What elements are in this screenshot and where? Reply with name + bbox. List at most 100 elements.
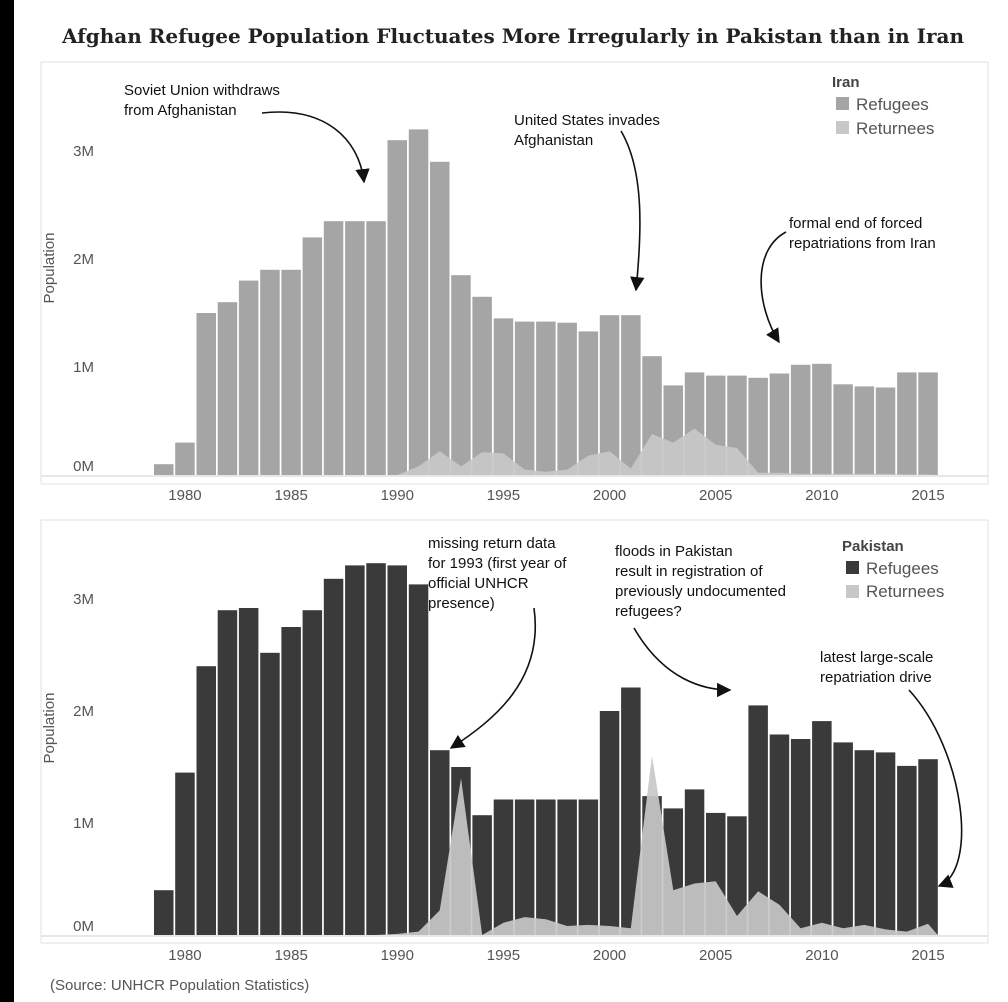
panel-iran-annotation-2-line: formal end of forced xyxy=(789,215,922,232)
panel-iran-refugee-bar-2008 xyxy=(769,373,790,475)
panel-pakistan-legend-label-refugees: Refugees xyxy=(866,559,939,578)
panel-pakistan-refugee-bar-1990 xyxy=(387,565,407,935)
panel-pakistan-ytick-label: 0M xyxy=(73,918,94,935)
panel-pakistan-xtick-label: 1995 xyxy=(487,947,520,964)
panel-iran-legend-label-refugees: Refugees xyxy=(856,95,929,114)
panel-iran-refugee-bar-2012 xyxy=(854,386,875,475)
panel-pakistan-group: 0M 1M 2M 3M Population 1980 1985 1990 1995 2000 20… xyxy=(40,519,989,964)
panel-iran-refugee-bar-1988 xyxy=(345,221,365,475)
panel-iran-annotation-1-line: United States invades xyxy=(514,112,660,129)
panel-iran-xtick-label: 2000 xyxy=(593,487,626,504)
panel-iran-refugee-bar-1990 xyxy=(387,140,407,475)
panel-iran-refugee-bar-2001 xyxy=(621,315,641,475)
panel-pakistan-annotation-1-line: floods in Pakistan xyxy=(615,543,733,560)
panel-iran-refugee-bar-2009 xyxy=(790,364,811,475)
panel-pakistan-annotation-1-line: previously undocumented xyxy=(615,583,786,600)
panel-pakistan-refugee-bar-2011 xyxy=(833,742,853,935)
panel-iran-ytick-label: 2M xyxy=(73,251,94,268)
panel-pakistan-refugee-bar-2015 xyxy=(918,759,938,935)
panel-pakistan-ytick-label: 3M xyxy=(73,591,94,608)
panel-pakistan-annotation-0-arrow xyxy=(449,607,537,749)
panel-iran-refugee-bar-1984 xyxy=(260,269,280,475)
panel-iran-refugee-bar-1993 xyxy=(451,275,471,475)
panel-pakistan-refugee-bar-1995 xyxy=(493,799,514,935)
panel-pakistan-annotation-2-line: repatriation drive xyxy=(820,669,932,686)
panel-iran-refugee-bar-2000 xyxy=(599,315,620,475)
panel-pakistan-refugee-bar-2010 xyxy=(812,721,832,935)
chart-canvas: 0M 1M 2M 3M Population 1980 1985 1990 1995 2000 20… xyxy=(40,61,989,964)
panel-pakistan-annotation-0-line: for 1993 (first year of xyxy=(428,555,567,572)
panel-iran-refugee-bar-2007 xyxy=(748,377,768,475)
panel-iran-xtick-label: 1980 xyxy=(168,487,201,504)
panel-iran-returnees-area xyxy=(154,428,938,475)
panel-pakistan-refugee-bar-2012 xyxy=(854,750,875,935)
panel-pakistan-refugee-bar-1983 xyxy=(238,608,259,935)
panel-pakistan-refugee-bar-1998 xyxy=(557,799,577,935)
panel-iran-annotation-2-line: repatriations from Iran xyxy=(789,235,936,252)
panel-iran-legend-label-returnees: Returnees xyxy=(856,119,934,138)
panel-iran-annotation-0-arrow xyxy=(261,111,370,184)
panel-iran-refugee-bar-1994 xyxy=(472,296,492,475)
panel-pakistan-refugee-bar-1981 xyxy=(196,666,216,935)
panel-pakistan-xtick-label: 1985 xyxy=(274,947,307,964)
panel-pakistan-annotation-2-arrow xyxy=(908,689,963,888)
panel-iran-y-axis-label: Population xyxy=(41,233,58,304)
panel-pakistan-legend-label-returnees: Returnees xyxy=(866,582,944,601)
panel-pakistan-refugee-bar-2014 xyxy=(897,765,917,935)
panel-iran-xtick-label: 2005 xyxy=(699,487,732,504)
panel-iran-refugee-bar-1987 xyxy=(323,221,344,475)
panel-iran-annotation-1-arrow xyxy=(620,130,645,292)
panel-iran-xtick-label: 2010 xyxy=(805,487,838,504)
panel-iran-refugee-bar-1991 xyxy=(408,129,429,475)
panel-pakistan-xtick-label: 2005 xyxy=(699,947,732,964)
panel-iran-refugee-bar-1989 xyxy=(366,221,386,475)
panel-pakistan-refugee-bar-1987 xyxy=(323,578,344,935)
panel-iran-xtick-label: 1995 xyxy=(487,487,520,504)
panel-iran-ytick-label: 0M xyxy=(73,458,94,475)
panel-pakistan-refugee-bar-1991 xyxy=(408,584,429,935)
panel-iran-ytick-label: 1M xyxy=(73,359,94,376)
panel-pakistan-annotation-0-line: official UNHCR xyxy=(428,575,529,592)
panel-iran-group: 0M 1M 2M 3M Population 1980 1985 1990 1995 2000 20… xyxy=(40,61,989,504)
panel-pakistan-refugee-bar-1988 xyxy=(345,565,365,935)
panel-pakistan-annotation-0-line: missing return data xyxy=(428,535,556,552)
panel-pakistan-refugee-bar-1985 xyxy=(281,627,301,935)
panel-pakistan-legend-title: Pakistan xyxy=(842,538,904,555)
panel-iran-refugee-bar-1981 xyxy=(196,313,216,475)
panel-pakistan-xtick-label: 1990 xyxy=(381,947,414,964)
panel-pakistan-xtick-label: 2010 xyxy=(805,947,838,964)
panel-iran-refugee-bar-1998 xyxy=(557,322,577,475)
panel-iran-refugee-bar-1983 xyxy=(238,280,259,475)
panel-pakistan-frame xyxy=(40,519,989,944)
panel-iran-annotation-1-line: Afghanistan xyxy=(514,132,593,149)
panel-iran-refugee-bar-2015 xyxy=(918,372,938,475)
panel-iran-legend-title: Iran xyxy=(832,74,860,91)
panel-pakistan-xtick-label: 2015 xyxy=(911,947,944,964)
panel-pakistan-xtick-label: 1980 xyxy=(168,947,201,964)
panel-iran-refugee-bar-2010 xyxy=(812,363,832,475)
panel-pakistan-annotation-1-arrow xyxy=(633,627,732,698)
panel-pakistan-refugee-bar-1982 xyxy=(217,610,238,935)
panel-pakistan-refugee-bar-2009 xyxy=(790,739,811,935)
panel-iran-xtick-label: 1990 xyxy=(381,487,414,504)
panel-iran-refugee-bar-1999 xyxy=(578,331,599,475)
panel-pakistan-legend-swatch-returnees xyxy=(846,585,859,598)
panel-iran-frame xyxy=(40,61,989,485)
panel-iran-refugee-bar-1979 xyxy=(154,464,174,475)
panel-iran-ytick-label: 3M xyxy=(73,143,94,160)
panel-iran-refugee-bar-1982 xyxy=(217,302,238,475)
panel-pakistan-refugee-bar-2008 xyxy=(769,734,790,935)
source-note: (Source: UNHCR Population Statistics) xyxy=(50,977,310,994)
panel-pakistan-refugee-bar-2001 xyxy=(621,687,641,935)
panel-iran-xtick-label: 2015 xyxy=(911,487,944,504)
panel-iran-legend-swatch-refugees xyxy=(836,97,849,110)
panel-pakistan-refugee-bar-2000 xyxy=(599,711,620,935)
panel-pakistan-refugee-bar-2006 xyxy=(727,816,747,935)
panel-iran-refugee-bar-1980 xyxy=(175,442,195,475)
panel-iran-refugee-bar-1986 xyxy=(302,237,323,475)
panel-pakistan-refugee-bar-2007 xyxy=(748,705,768,935)
panel-iran-refugee-bar-2011 xyxy=(833,384,853,475)
panel-pakistan-annotation-1-line: refugees? xyxy=(615,603,682,620)
chart-page: Afghan Refugee Population Fluctuates Mor… xyxy=(14,0,1008,1002)
panel-iran-refugee-bar-1997 xyxy=(536,321,556,475)
